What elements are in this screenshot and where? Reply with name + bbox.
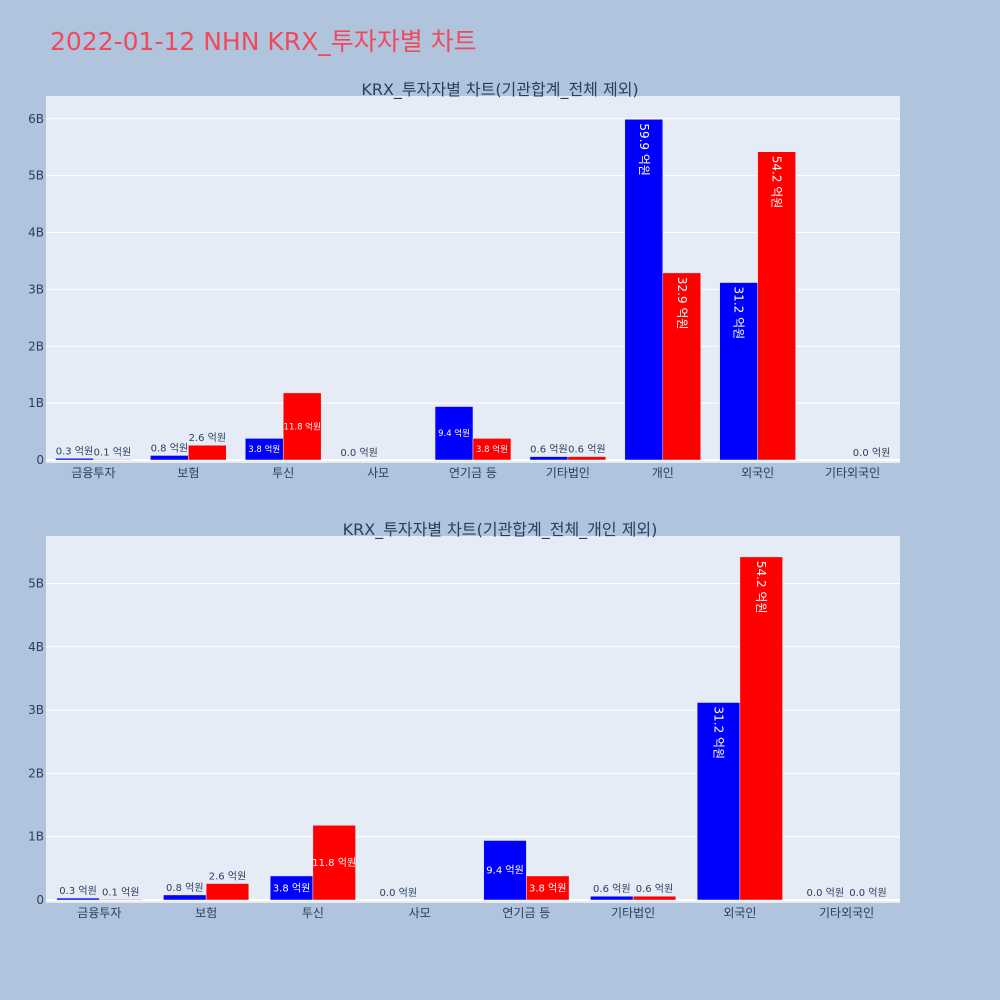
- bar: [590, 895, 634, 901]
- bar: [567, 456, 607, 461]
- bar: [163, 894, 207, 901]
- bar: [99, 899, 143, 901]
- y-tick-label: 4B: [28, 226, 44, 240]
- data-label: 9.4 억원: [486, 865, 523, 877]
- data-label: 3.8 억원: [248, 444, 280, 455]
- chart-title: KRX_투자자별 차트(기관합계_전체 제외): [361, 80, 638, 100]
- y-tick-label: 5B: [28, 169, 44, 183]
- data-label: 0.0 억원: [849, 887, 886, 899]
- data-label: 31.2 억원: [732, 287, 746, 340]
- data-label: 54.2 억원: [754, 561, 768, 614]
- data-label: 59.9 억원: [637, 123, 651, 176]
- x-tick-label: 연기금 등: [449, 466, 497, 480]
- chart-1: 0 1B 2B 3B 4B 5B 6B KRX_투자자별 차트(기관합계_전체 제외) 금융투자…: [28, 80, 900, 480]
- y-tick-label: 4B: [28, 640, 44, 654]
- data-label: 0.8 억원: [166, 882, 203, 894]
- bar: [662, 272, 701, 461]
- data-label: 11.8 억원: [284, 421, 321, 432]
- data-label: 0.6 억원: [568, 444, 605, 456]
- y-tick-label: 2B: [28, 766, 44, 780]
- y-tick-label: 1B: [28, 396, 44, 410]
- data-label: 2.6 억원: [209, 871, 246, 883]
- bar: [472, 438, 512, 461]
- y-tick-label: 2B: [28, 339, 44, 353]
- data-label: 0.0 억원: [380, 887, 417, 899]
- data-label: 0.3 억원: [59, 885, 96, 897]
- data-label: 0.6 억원: [530, 444, 567, 456]
- bar: [93, 459, 132, 461]
- bar: [205, 883, 250, 901]
- data-label: 3.8 억원: [476, 444, 508, 455]
- x-tick-label: 개인: [652, 466, 674, 480]
- data-label: 0.8 억원: [151, 442, 188, 454]
- data-label: 9.4 억원: [438, 428, 470, 439]
- x-tick-label: 금융투자: [77, 906, 121, 920]
- chart-title: KRX_투자자별 차트(기관합계_전체_개인 제외): [343, 520, 658, 540]
- x-tick-label: 기타법인: [546, 466, 590, 480]
- bar: [719, 282, 758, 461]
- data-label: 3.8 억원: [529, 882, 566, 894]
- y-tick-label: 1B: [28, 830, 44, 844]
- data-label: 11.8 억원: [312, 857, 356, 869]
- x-tick-label: 보험: [195, 906, 217, 920]
- data-label: 0.1 억원: [102, 886, 139, 898]
- bar: [282, 392, 322, 461]
- bar: [632, 895, 677, 901]
- x-tick-label: 보험: [177, 466, 199, 480]
- bar: [188, 444, 227, 461]
- x-tick-label: 투신: [272, 466, 294, 480]
- data-label: 31.2 억원: [712, 706, 726, 759]
- chart-2: 0 1B 2B 3B 4B 5B KRX_투자자별 차트(기관합계_전체_개인 제외) 금융투…: [28, 520, 900, 920]
- bar: [269, 875, 314, 901]
- bar: [757, 151, 796, 461]
- x-tick-label: 연기금 등: [502, 906, 550, 920]
- bar: [56, 897, 100, 901]
- data-label: 0.0 억원: [340, 447, 377, 459]
- data-label: 54.2 억원: [770, 156, 784, 209]
- data-label: 0.0 억원: [853, 447, 890, 459]
- bar: [529, 456, 569, 461]
- bar: [696, 702, 741, 901]
- bar: [312, 825, 356, 901]
- x-tick-label: 사모: [409, 906, 431, 920]
- bar: [434, 406, 474, 461]
- data-label: 0.0 억원: [807, 887, 844, 899]
- bar: [624, 119, 664, 461]
- y-tick-label: 5B: [28, 576, 44, 590]
- data-label: 0.6 억원: [636, 883, 673, 895]
- page-title: 2022-01-12 NHN KRX_투자자별 차트: [50, 27, 477, 56]
- data-label: 32.9 억원: [675, 277, 689, 330]
- x-tick-label: 외국인: [723, 906, 756, 920]
- bar: [55, 458, 94, 461]
- bar: [739, 556, 783, 901]
- x-tick-label: 기타법인: [611, 906, 655, 920]
- x-tick-label: 기타외국인: [819, 906, 874, 920]
- bar: [483, 840, 527, 901]
- bar: [526, 875, 570, 901]
- y-tick-label: 3B: [28, 703, 44, 717]
- x-tick-label: 투신: [302, 906, 324, 920]
- x-tick-label: 외국인: [741, 466, 774, 480]
- y-tick-label: 6B: [28, 112, 44, 126]
- y-tick-label: 3B: [28, 282, 44, 296]
- data-label: 2.6 억원: [189, 432, 226, 444]
- y-tick-label: 0: [36, 893, 44, 907]
- x-tick-label: 기타외국인: [825, 466, 880, 480]
- x-tick-label: 사모: [367, 466, 389, 480]
- data-label: 3.8 억원: [273, 882, 310, 894]
- data-label: 0.6 억원: [593, 883, 630, 895]
- data-label: 0.1 억원: [94, 446, 131, 458]
- y-tick-label: 0: [36, 453, 44, 467]
- x-tick-label: 금융투자: [71, 466, 115, 480]
- data-label: 0.3 억원: [56, 445, 93, 457]
- bar: [150, 455, 189, 461]
